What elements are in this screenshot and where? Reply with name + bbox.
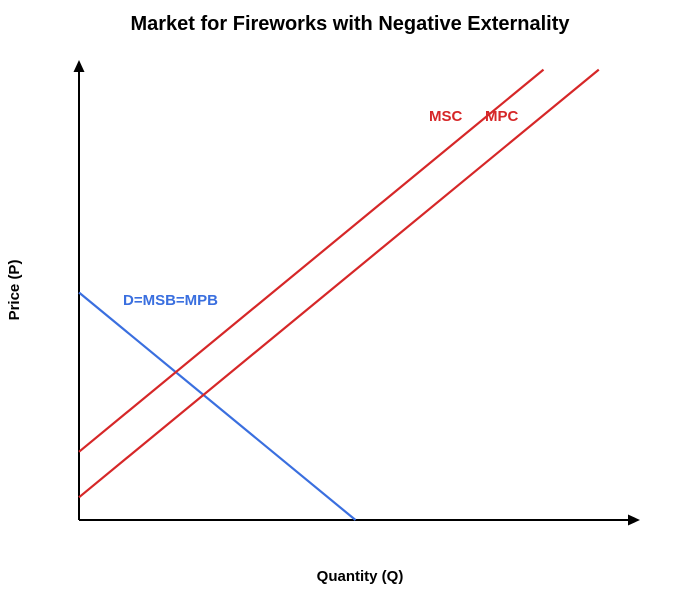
series-line-mpc (78, 68, 600, 499)
series-label-layer: D=MSB=MPB MSC MPC (123, 108, 519, 309)
y-axis-label: Price (P) (6, 260, 23, 321)
series-layer (78, 68, 600, 521)
series-label-d-msb-mpb: D=MSB=MPB (123, 292, 218, 309)
chart-title: Market for Fireworks with Negative Exter… (130, 13, 570, 35)
series-label-msc: MSC (429, 108, 463, 125)
x-axis-arrowhead (628, 514, 640, 526)
series-line-msc (78, 68, 545, 453)
series-line-d-msb-mpb (78, 291, 357, 521)
x-axis-label: Quantity (Q) (317, 568, 404, 585)
y-axis-arrowhead (73, 60, 85, 72)
series-label-mpc: MPC (485, 108, 519, 125)
